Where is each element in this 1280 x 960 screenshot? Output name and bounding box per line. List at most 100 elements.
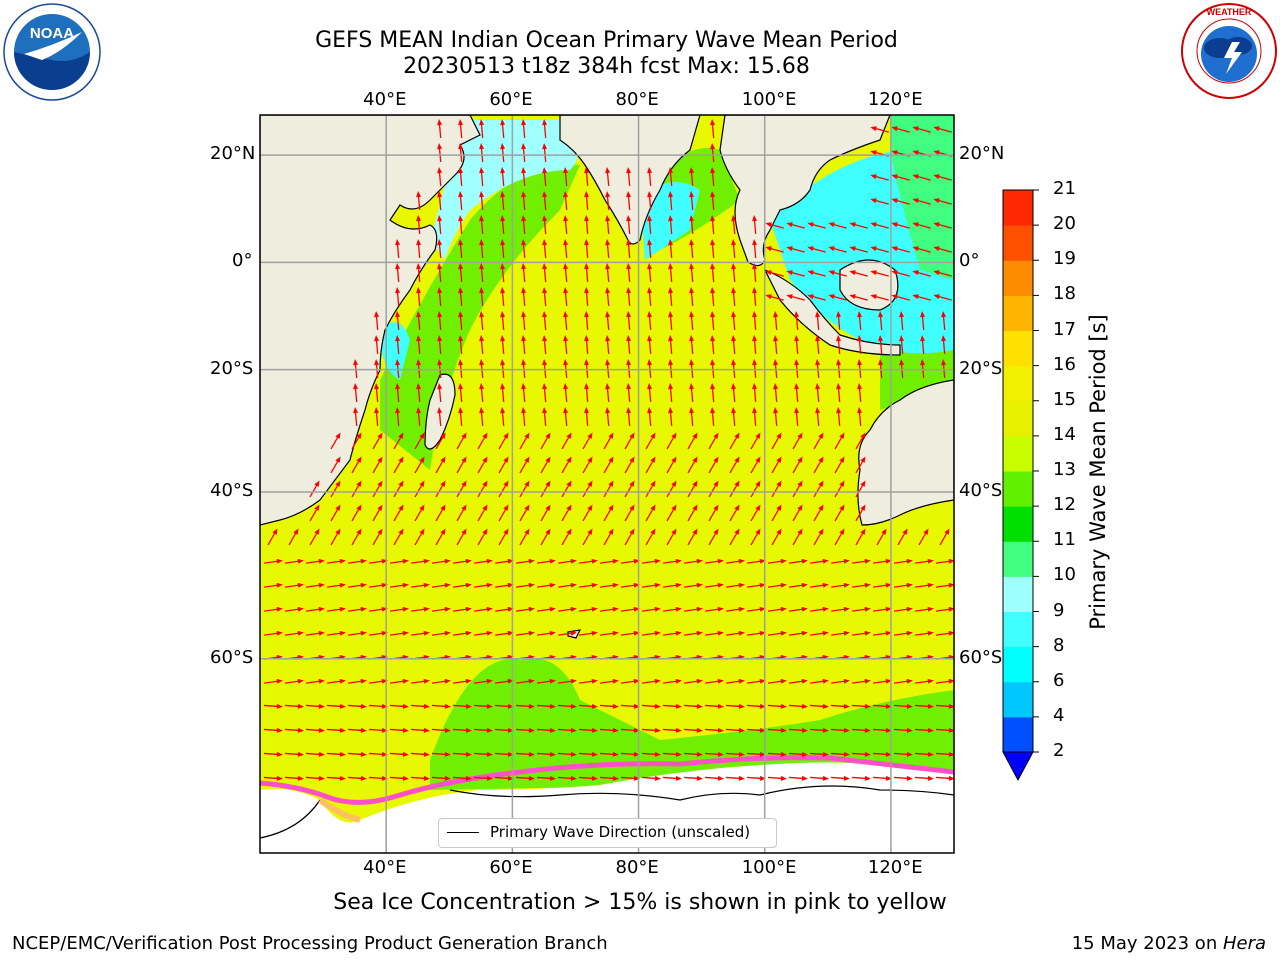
wave-direction-arrow [891, 246, 910, 253]
wave-direction-arrow [626, 407, 632, 427]
wave-direction-arrow [542, 215, 548, 235]
lat-tick-label-right: 40°S [959, 480, 1003, 502]
wave-direction-arrow [410, 630, 430, 636]
wave-direction-arrow [500, 215, 506, 235]
wave-direction-arrow [284, 558, 304, 564]
wave-direction-arrow [708, 456, 719, 474]
wave-direction-arrow [851, 606, 871, 612]
wave-direction-arrow [309, 480, 320, 498]
wave-direction-arrow [395, 311, 401, 331]
wave-direction-arrow [263, 558, 283, 564]
wave-direction-arrow [347, 751, 367, 757]
wave-direction-arrow [792, 432, 803, 450]
wave-direction-arrow [647, 167, 653, 187]
wave-direction-arrow [807, 294, 826, 301]
wave-direction-arrow [605, 383, 611, 403]
wave-direction-arrow [536, 678, 556, 684]
wave-direction-arrow [750, 528, 761, 546]
wave-direction-arrow [626, 263, 632, 283]
wave-direction-arrow [500, 335, 506, 355]
wave-direction-arrow [515, 751, 535, 757]
wave-direction-arrow [540, 528, 551, 546]
wave-direction-arrow [666, 456, 677, 474]
wave-direction-arrow [687, 528, 698, 546]
wave-direction-arrow [458, 143, 464, 163]
wave-direction-arrow [683, 751, 703, 757]
wave-direction-arrow [851, 751, 871, 757]
lat-tick-label-left: 0° [232, 250, 253, 272]
wave-direction-arrow [540, 432, 551, 450]
wave-direction-arrow [473, 582, 493, 588]
wave-direction-arrow [284, 630, 304, 636]
wave-direction-arrow [584, 383, 590, 403]
wave-direction-arrow [519, 504, 530, 522]
wave-direction-arrow [431, 606, 451, 612]
wave-direction-arrow [374, 383, 380, 403]
colorbar-tick-label: 20 [1053, 213, 1076, 235]
wave-direction-arrow [477, 456, 488, 474]
colorbar-tick-label: 16 [1053, 353, 1076, 375]
wave-direction-arrow [477, 480, 488, 498]
wave-direction-arrow [305, 582, 325, 588]
wave-direction-arrow [393, 456, 404, 474]
wave-direction-arrow [351, 528, 362, 546]
wave-direction-arrow [746, 751, 766, 757]
wave-direction-arrow [599, 775, 619, 781]
wave-direction-arrows [263, 119, 954, 781]
wave-direction-arrow [416, 215, 422, 235]
wave-direction-arrow [479, 239, 485, 259]
wave-direction-arrow [479, 215, 485, 235]
wave-direction-arrow [849, 294, 868, 301]
wave-direction-arrow [689, 335, 695, 355]
lat-tick-label-right: 60°S [959, 646, 1003, 668]
wave-direction-arrow [563, 287, 569, 307]
wave-direction-arrow [731, 335, 737, 355]
wave-direction-arrow [725, 703, 745, 709]
wave-direction-arrow [414, 528, 425, 546]
wave-direction-arrow [788, 751, 808, 757]
wave-direction-arrow [410, 751, 430, 757]
svg-text:WEATHER: WEATHER [1207, 7, 1252, 17]
wave-direction-arrow [395, 287, 401, 307]
wave-direction-arrow [389, 630, 409, 636]
wave-direction-arrow [347, 727, 367, 733]
colorbar-segment [1003, 611, 1033, 648]
wave-direction-arrow [479, 407, 485, 427]
wave-direction-arrow [330, 480, 341, 498]
wave-direction-arrow [431, 678, 451, 684]
wave-direction-arrow [788, 775, 808, 781]
wave-direction-arrow [857, 335, 863, 355]
wave-direction-arrow [479, 311, 485, 331]
wave-direction-arrow [456, 504, 467, 522]
wave-direction-arrow [620, 775, 640, 781]
wave-direction-arrow [372, 504, 383, 522]
wave-direction-arrow [834, 456, 845, 474]
wave-direction-arrow [746, 727, 766, 733]
wave-direction-arrow [813, 480, 824, 498]
wave-direction-arrow [498, 528, 509, 546]
colorbar-segment [1003, 190, 1033, 226]
wave-direction-arrow [647, 215, 653, 235]
wave-direction-arrow [662, 727, 682, 733]
wave-direction-arrow [771, 456, 782, 474]
wave-direction-arrow [899, 311, 905, 331]
wave-direction-arrow [479, 167, 485, 187]
noaa-logo-text: NOAA [30, 25, 74, 42]
wave-direction-arrow [368, 751, 388, 757]
wave-direction-arrow [263, 751, 283, 757]
lat-tick-label-left: 40°S [210, 480, 254, 502]
wave-direction-arrow [458, 119, 464, 139]
wave-direction-arrow [729, 528, 740, 546]
wave-direction-arrow [330, 504, 341, 522]
wave-direction-arrow [416, 383, 422, 403]
wave-direction-arrow [479, 143, 485, 163]
wave-direction-arrow [561, 504, 572, 522]
wave-direction-arrow [830, 678, 850, 684]
wave-direction-arrow [746, 775, 766, 781]
wave-direction-arrow [435, 480, 446, 498]
wave-direction-arrow [542, 167, 548, 187]
wave-direction-arrow [710, 407, 716, 427]
wave-direction-arrow [765, 246, 784, 253]
wave-direction-arrow [891, 222, 910, 229]
wave-direction-arrow [603, 456, 614, 474]
